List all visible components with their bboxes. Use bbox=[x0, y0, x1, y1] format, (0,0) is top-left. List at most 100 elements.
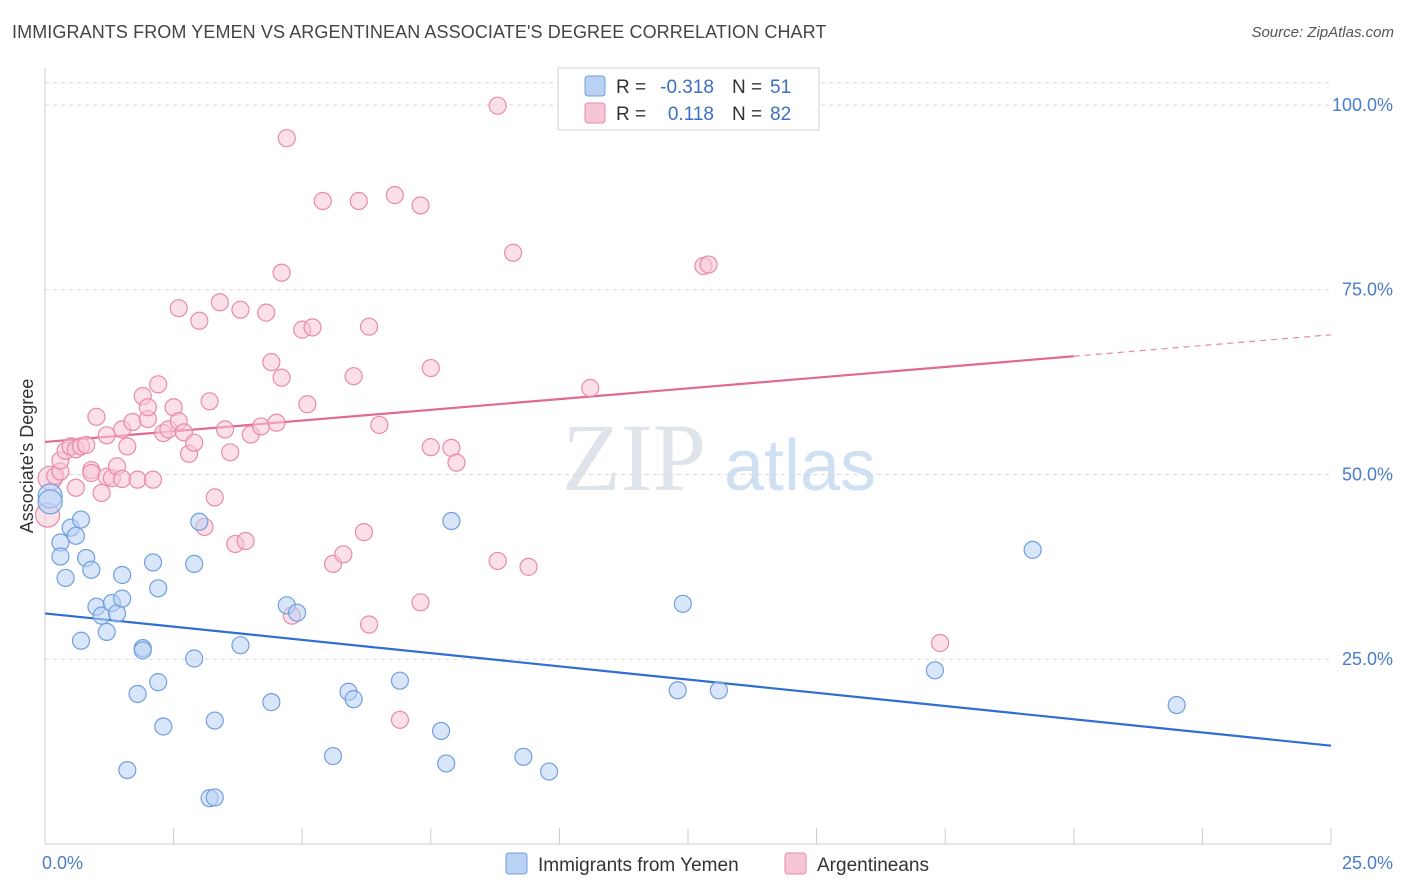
trend-line-yemen bbox=[44, 612, 1332, 747]
series-legend: Immigrants from Yemen Argentineans bbox=[505, 852, 929, 876]
argentineans-point-51 bbox=[267, 413, 286, 432]
yemen-point-35 bbox=[287, 603, 307, 622]
argentineans-point-36 bbox=[185, 433, 204, 452]
legend-r-label-yemen: R = bbox=[616, 77, 646, 98]
argentineans-point-70 bbox=[411, 593, 430, 612]
watermark-zip: ZIP bbox=[562, 404, 706, 511]
argentineans-point-45 bbox=[231, 300, 250, 319]
legend-n-label-argentineans: N = bbox=[732, 104, 762, 125]
argentineans-point-33 bbox=[169, 299, 188, 318]
argentineans-point-28 bbox=[149, 375, 168, 394]
yemen-point-10 bbox=[82, 560, 101, 579]
yemen-point-46 bbox=[673, 594, 692, 613]
yemen-point-39 bbox=[390, 671, 410, 690]
watermark: ZIP atlas bbox=[562, 404, 876, 511]
argentineans-point-62 bbox=[344, 367, 363, 386]
argentineans-point-7 bbox=[66, 478, 85, 497]
legend-n-value-yemen: 51 bbox=[770, 77, 791, 98]
argentineans-point-77 bbox=[488, 96, 507, 115]
yemen-point-40 bbox=[431, 721, 451, 741]
yemen-point-22 bbox=[143, 553, 163, 572]
argentineans-points bbox=[34, 96, 950, 729]
yemen-point-32 bbox=[231, 636, 250, 655]
yemen-point-3 bbox=[51, 547, 70, 566]
yemen-point-50 bbox=[1167, 695, 1186, 715]
argentineans-point-65 bbox=[359, 317, 379, 336]
argentineans-point-12 bbox=[82, 463, 101, 483]
argentineans-point-73 bbox=[421, 438, 440, 457]
axes bbox=[44, 68, 1332, 845]
series-label-argentineans: Argentineans bbox=[817, 855, 929, 876]
argentineans-point-59 bbox=[313, 191, 332, 211]
argentineans-point-13 bbox=[87, 407, 106, 426]
yemen-point-6 bbox=[66, 526, 85, 545]
y-axis-label: Associate's Degree bbox=[17, 379, 37, 534]
y-tick-label-2: 75.0% bbox=[1342, 280, 1393, 300]
argentineans-point-53 bbox=[272, 368, 291, 387]
yemen-point-45 bbox=[668, 681, 687, 700]
argentineans-point-52 bbox=[272, 263, 291, 282]
y-tick-label-1: 50.0% bbox=[1342, 464, 1393, 484]
yemen-point-41 bbox=[437, 754, 456, 773]
yemen-point-30 bbox=[205, 788, 224, 807]
argentineans-point-78 bbox=[504, 243, 523, 262]
argentineans-point-14 bbox=[92, 483, 111, 503]
argentineans-point-49 bbox=[257, 303, 276, 322]
argentineans-point-22 bbox=[123, 412, 142, 432]
argentineans-point-80 bbox=[581, 378, 600, 398]
x-tick-labels: 0.0% 25.0% bbox=[42, 853, 1393, 873]
yemen-point-16 bbox=[113, 589, 132, 608]
yemen-point-23 bbox=[149, 673, 168, 692]
x-tick-label-1: 25.0% bbox=[1342, 853, 1393, 873]
argentineans-point-50 bbox=[262, 353, 281, 372]
argentineans-point-83 bbox=[930, 633, 950, 653]
chart-title: IMMIGRANTS FROM YEMEN VS ARGENTINEAN ASS… bbox=[12, 22, 827, 42]
yemen-point-42 bbox=[442, 511, 461, 531]
yemen-point-43 bbox=[514, 747, 533, 766]
yemen-point-19 bbox=[128, 684, 147, 704]
argentineans-point-64 bbox=[354, 523, 374, 542]
argentineans-point-43 bbox=[221, 443, 240, 462]
yemen-point-31 bbox=[205, 711, 224, 730]
watermark-atlas: atlas bbox=[724, 426, 876, 506]
argentineans-point-10 bbox=[77, 435, 96, 455]
yemen-point-7 bbox=[71, 510, 91, 529]
argentineans-point-48 bbox=[251, 417, 271, 436]
argentineans-point-26 bbox=[138, 398, 157, 417]
argentineans-point-54 bbox=[277, 129, 296, 148]
argentineans-point-27 bbox=[143, 470, 163, 489]
argentineans-point-63 bbox=[349, 191, 368, 211]
legend-n-value-argentineans: 82 bbox=[770, 104, 791, 125]
x-tick-label-0: 0.0% bbox=[42, 853, 83, 873]
yemen-point-36 bbox=[323, 746, 343, 766]
yemen-point-26 bbox=[185, 649, 204, 668]
argentineans-point-39 bbox=[200, 392, 219, 411]
legend-swatch-argentineans bbox=[584, 102, 606, 124]
yemen-point-1 bbox=[37, 489, 63, 515]
argentineans-point-76 bbox=[488, 551, 507, 571]
trend-line-argentineans bbox=[44, 355, 1074, 444]
argentineans-point-58 bbox=[303, 318, 322, 337]
gridlines bbox=[45, 82, 1331, 660]
y-tick-labels: 25.0% 50.0% 75.0% 100.0% bbox=[1332, 95, 1393, 669]
argentineans-point-41 bbox=[210, 293, 229, 312]
legend-n-label-yemen: N = bbox=[732, 77, 762, 98]
argentineans-point-82 bbox=[699, 255, 718, 274]
y-tick-label-0: 25.0% bbox=[1342, 649, 1393, 669]
yemen-point-47 bbox=[709, 681, 728, 700]
yemen-point-38 bbox=[344, 690, 363, 709]
yemen-point-49 bbox=[1023, 540, 1042, 559]
yemen-points bbox=[37, 483, 1186, 808]
legend-swatch-yemen bbox=[584, 75, 606, 97]
argentineans-point-72 bbox=[421, 358, 440, 378]
argentineans-point-75 bbox=[447, 453, 466, 472]
series-swatch-argentineans bbox=[784, 852, 807, 875]
legend-r-value-argentineans: 0.118 bbox=[668, 104, 714, 125]
yemen-point-48 bbox=[925, 661, 945, 680]
yemen-point-21 bbox=[133, 641, 152, 660]
legend-r-value-yemen: -0.318 bbox=[660, 77, 714, 98]
argentineans-point-61 bbox=[334, 545, 353, 564]
argentineans-point-71 bbox=[411, 196, 430, 215]
argentineans-point-46 bbox=[236, 531, 255, 551]
